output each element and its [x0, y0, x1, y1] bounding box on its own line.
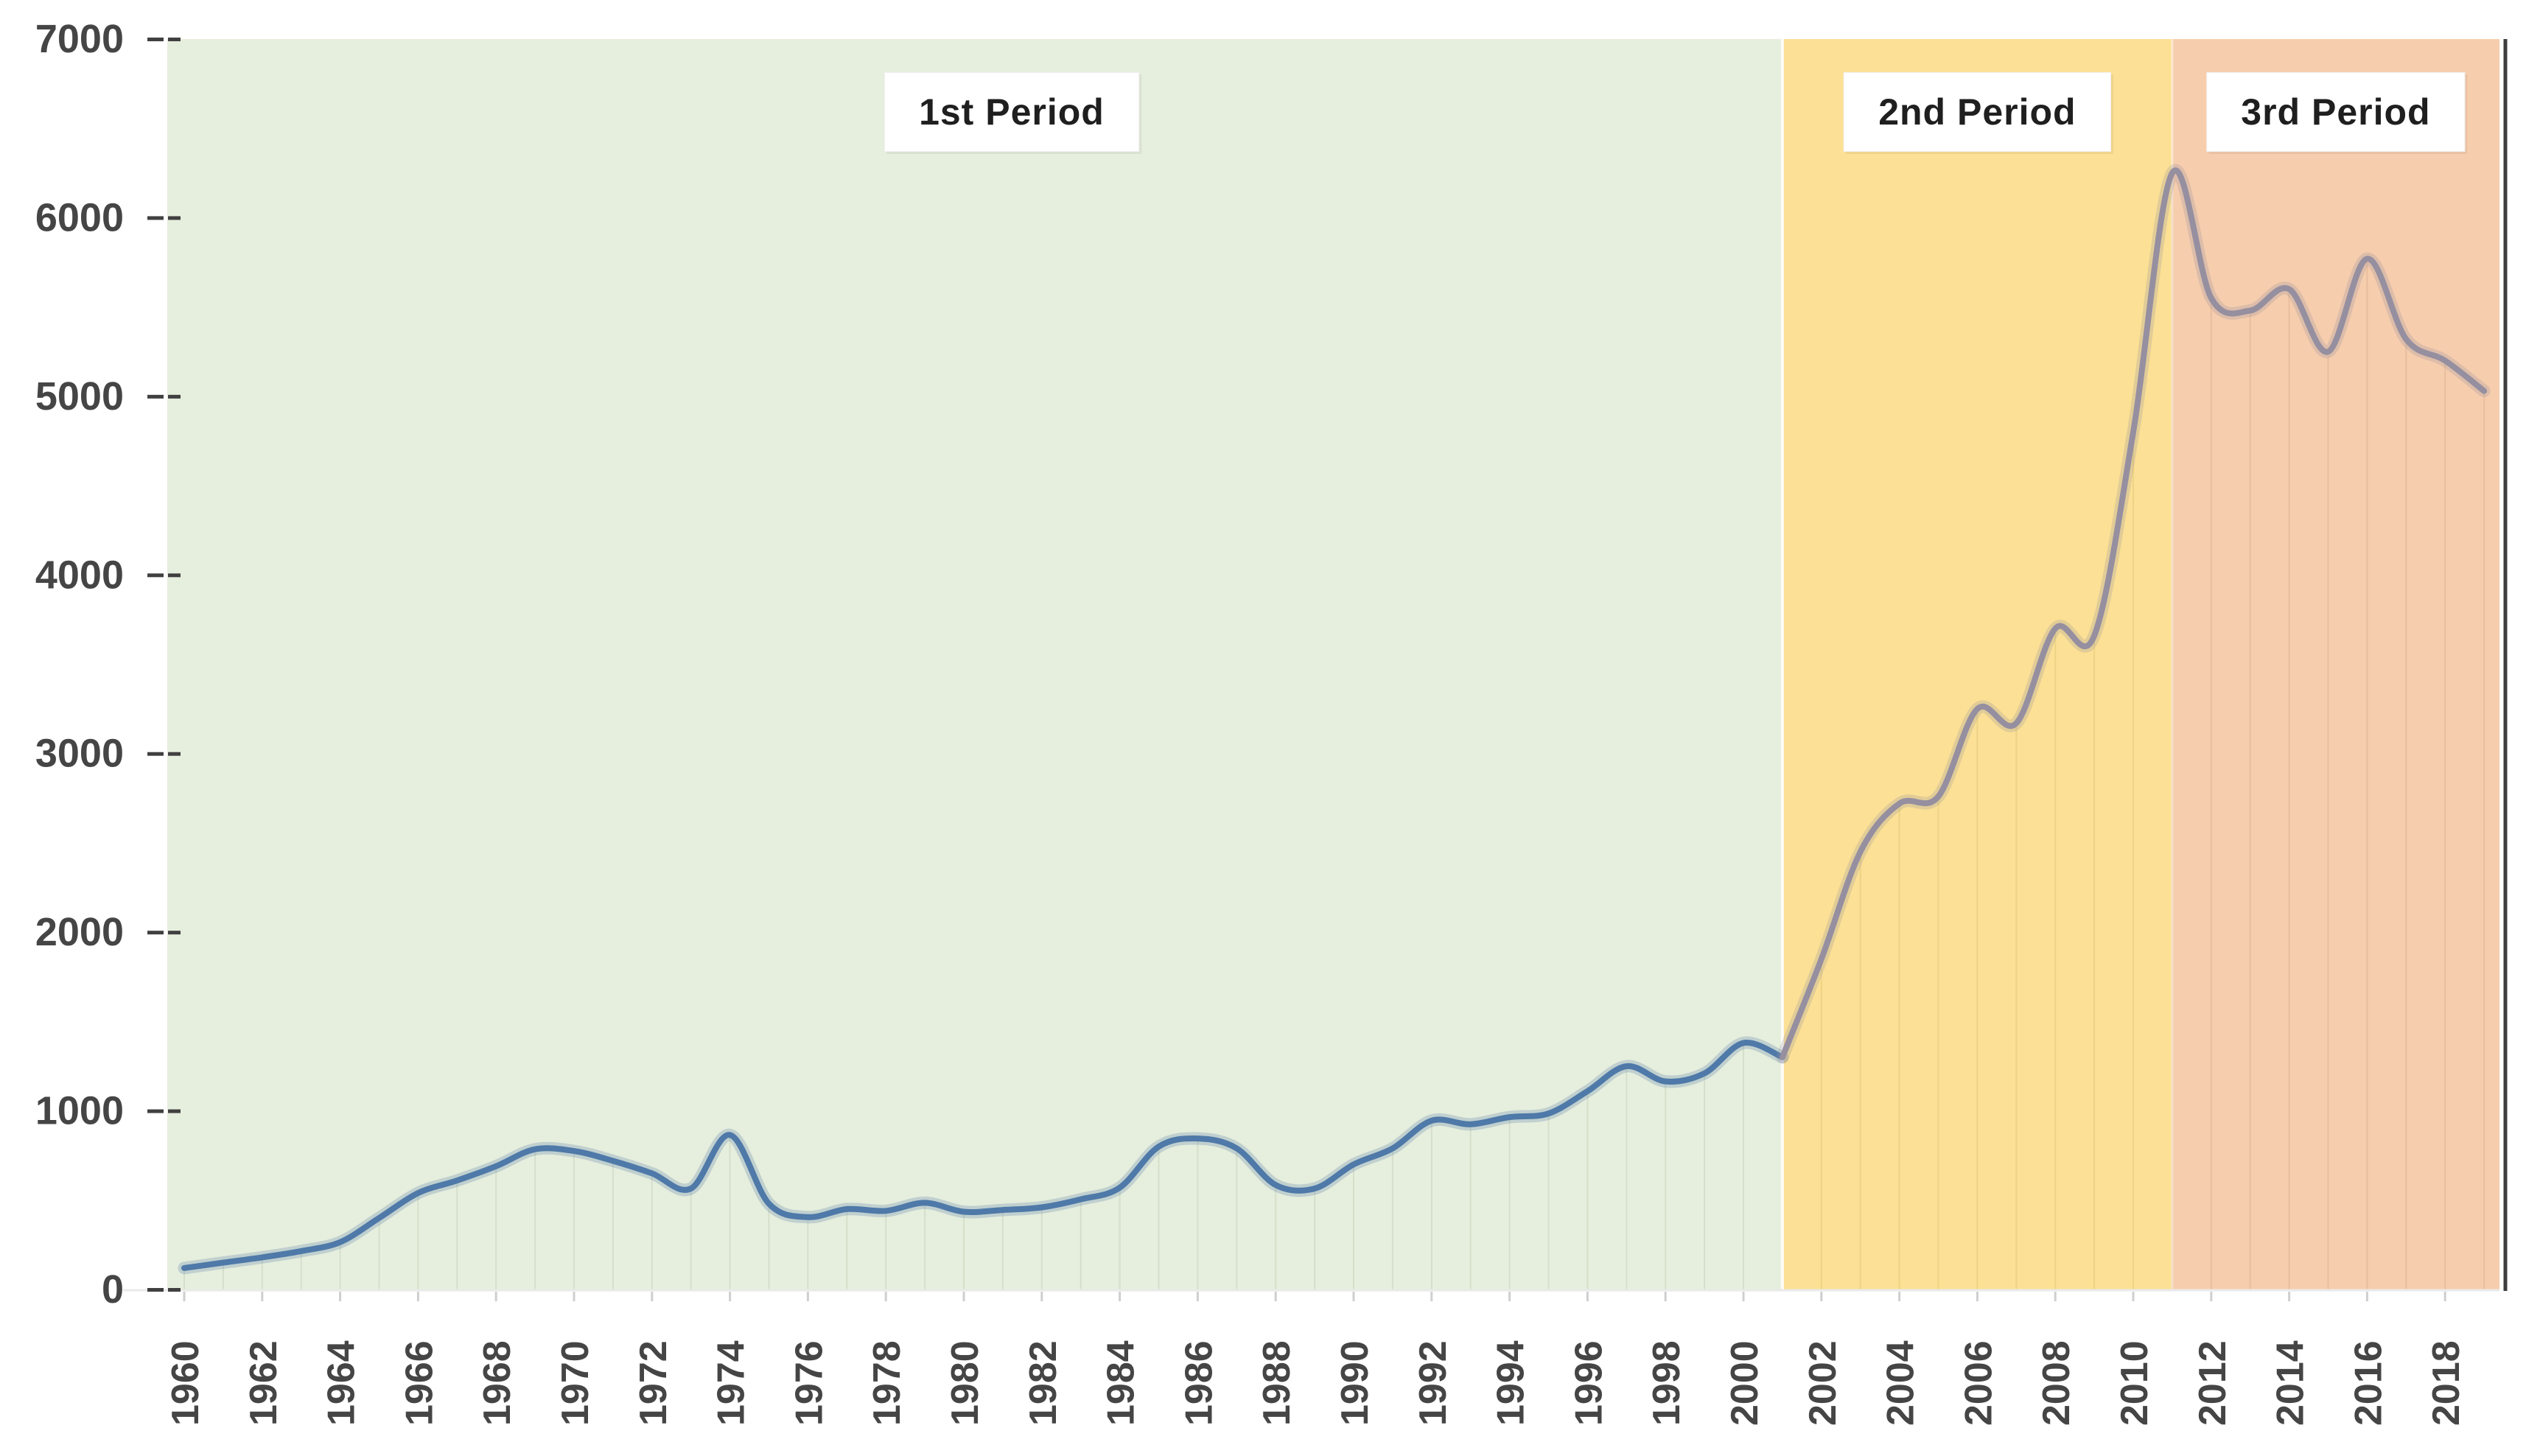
- x-tick-label: 2018: [2425, 1340, 2468, 1426]
- x-tick-label: 2014: [2270, 1340, 2312, 1426]
- y-tick-mark: [168, 216, 181, 220]
- y-tick-label: 3000: [35, 732, 124, 776]
- x-tick-label: 1960: [164, 1340, 207, 1426]
- y-tick-label: 2000: [35, 910, 124, 954]
- y-tick-mark: [168, 1288, 181, 1292]
- line-segment-2: [1779, 167, 2488, 1060]
- x-tick-label: 1962: [242, 1340, 285, 1426]
- line-segment-1: [181, 1040, 1785, 1271]
- y-tick-mark: [147, 1109, 164, 1113]
- y-tick-mark: [147, 573, 164, 578]
- y-tick-label: 4000: [35, 553, 124, 597]
- y-tick-mark: [147, 216, 164, 220]
- x-tick-label: 1984: [1100, 1340, 1143, 1426]
- y-tick-mark: [147, 394, 164, 399]
- period-label-3rd: 3rd Period: [2206, 72, 2466, 152]
- x-tick-label: 1966: [398, 1340, 441, 1426]
- x-tick-label: 2006: [1957, 1340, 2000, 1426]
- period-band-1: [167, 39, 1782, 1289]
- x-tick-label: 2016: [2347, 1340, 2390, 1426]
- x-tick-label: 1964: [321, 1340, 363, 1426]
- y-tick-mark: [168, 394, 181, 399]
- x-tick-label: 1988: [1256, 1340, 1298, 1426]
- y-tick-mark: [147, 752, 164, 756]
- x-tick-label: 1972: [632, 1340, 675, 1426]
- x-tick-label: 2000: [1724, 1340, 1766, 1426]
- y-tick-mark: [147, 931, 164, 935]
- x-tick-label: 1980: [944, 1340, 987, 1426]
- x-tick-label: 1982: [1022, 1340, 1065, 1426]
- y-tick-label: 5000: [35, 374, 124, 419]
- y-tick-mark: [168, 752, 181, 756]
- y-tick-mark: [147, 38, 164, 41]
- x-tick-label: 2010: [2113, 1340, 2156, 1426]
- x-tick-label: 1974: [710, 1340, 753, 1426]
- x-tick-label: 1998: [1645, 1340, 1688, 1426]
- x-tick-label: 2004: [1880, 1340, 1923, 1426]
- y-tick-mark: [168, 931, 181, 935]
- y-tick-mark: [168, 38, 181, 41]
- x-tick-label: 1992: [1412, 1340, 1455, 1426]
- y-tick-label: 6000: [35, 195, 124, 239]
- period-label-2nd: 2nd Period: [1844, 72, 2111, 152]
- period-band-3: [2172, 39, 2499, 1289]
- y-tick-label: 1000: [35, 1089, 124, 1133]
- y-tick-mark: [168, 1109, 181, 1113]
- y-tick-mark: [147, 1288, 164, 1292]
- x-tick-label: 1968: [476, 1340, 519, 1426]
- x-tick-label: 1976: [788, 1340, 830, 1426]
- y-tick-label: 7000: [35, 17, 124, 61]
- x-tick-label: 2002: [1802, 1340, 1844, 1426]
- x-tick-label: 2008: [2035, 1340, 2078, 1426]
- x-tick-label: 1986: [1178, 1340, 1220, 1426]
- x-tick-label: 1990: [1334, 1340, 1376, 1426]
- y-tick-mark: [168, 573, 181, 578]
- period-label-1st: 1st Period: [884, 72, 1139, 152]
- x-tick-label: 1970: [554, 1340, 597, 1426]
- x-tick-label: 1994: [1490, 1340, 1533, 1426]
- y-tick-label: 0: [102, 1267, 124, 1312]
- x-tick-label: 2012: [2191, 1340, 2234, 1426]
- x-tick-label: 1978: [866, 1340, 909, 1426]
- x-tick-label: 1996: [1567, 1340, 1610, 1426]
